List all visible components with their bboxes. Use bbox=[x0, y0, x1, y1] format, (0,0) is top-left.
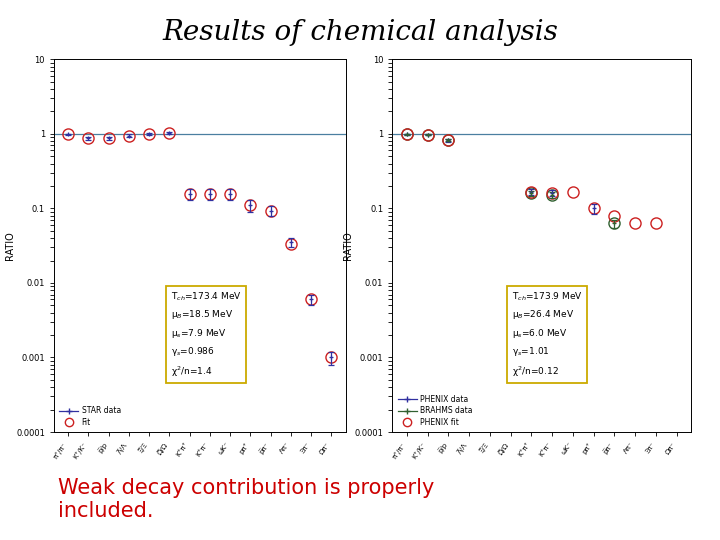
Text: Results of chemical analysis: Results of chemical analysis bbox=[162, 19, 558, 46]
Y-axis label: RATIO: RATIO bbox=[343, 231, 353, 260]
Legend: STAR data, Fit: STAR data, Fit bbox=[58, 405, 122, 428]
Text: T$_{ch}$=173.9 MeV
μ$_B$=26.4 MeV
μ$_s$=6.0 MeV
γ$_s$=1.01
χ$^2$/n=0.12: T$_{ch}$=173.9 MeV μ$_B$=26.4 MeV μ$_s$=… bbox=[512, 291, 582, 379]
Text: T$_{ch}$=173.4 MeV
μ$_B$=18.5 MeV
μ$_s$=7.9 MeV
γ$_s$=0.986
χ$^2$/n=1.4: T$_{ch}$=173.4 MeV μ$_B$=18.5 MeV μ$_s$=… bbox=[171, 291, 241, 379]
Y-axis label: RATIO: RATIO bbox=[5, 231, 14, 260]
Text: Weak decay contribution is properly
included.: Weak decay contribution is properly incl… bbox=[58, 478, 434, 521]
Legend: PHENIX data, BRAHMS data, PHENIX fit: PHENIX data, BRAHMS data, PHENIX fit bbox=[396, 394, 474, 428]
